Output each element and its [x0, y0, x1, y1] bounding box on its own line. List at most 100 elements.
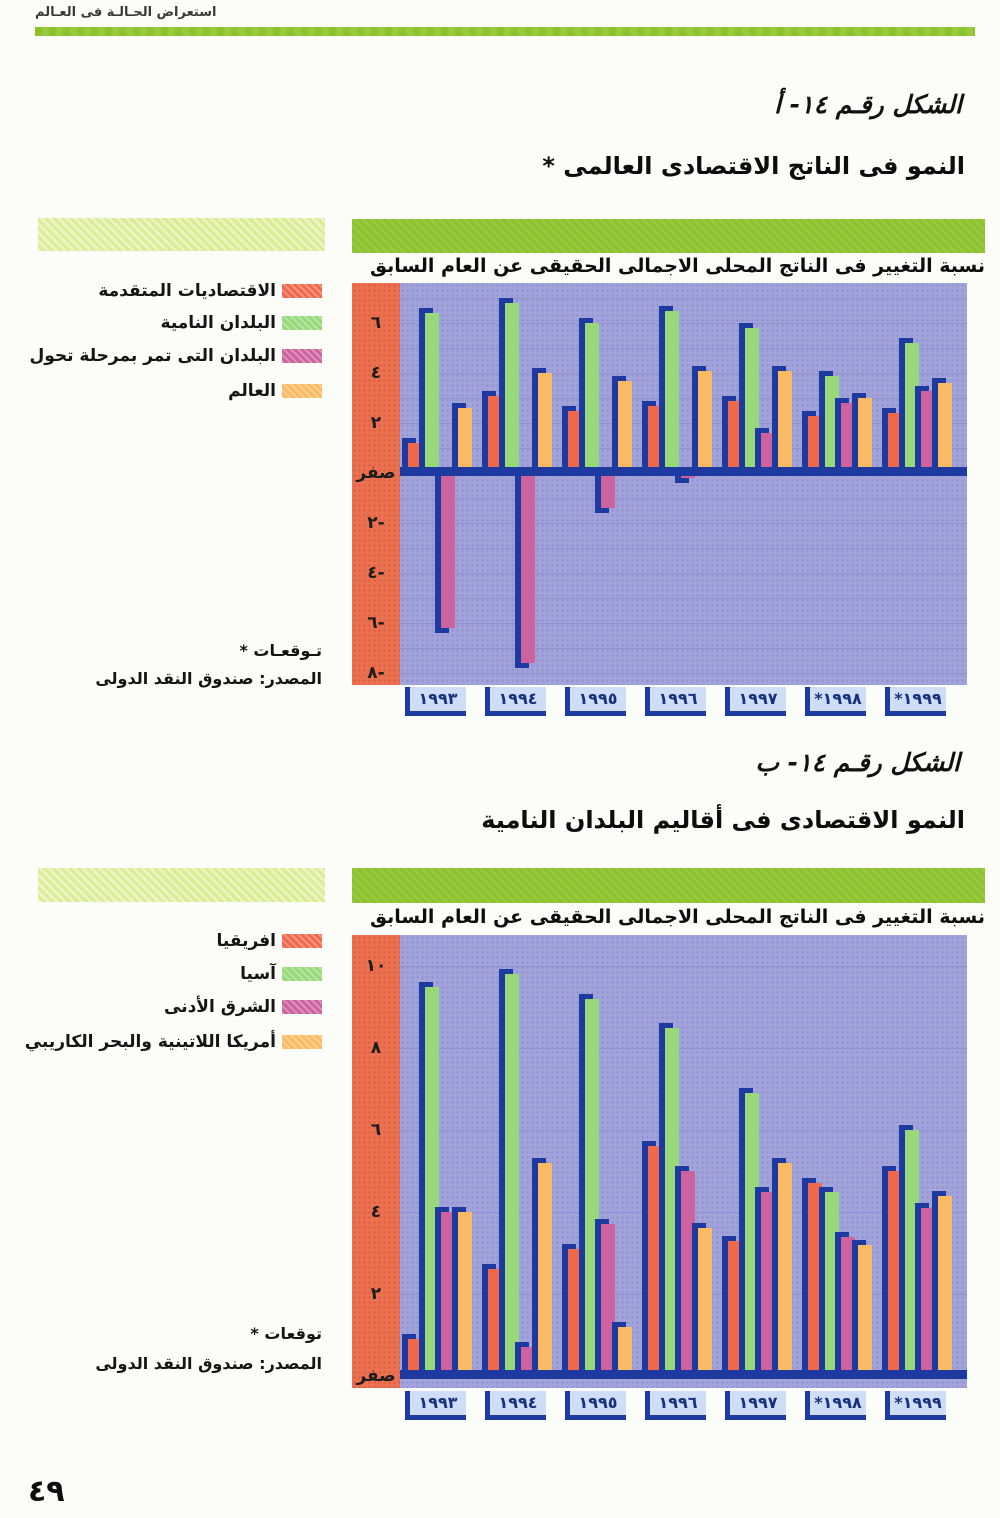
y-tick-label: ٦ — [370, 1120, 382, 1140]
bar-3-2 — [617, 1326, 632, 1376]
plot-area — [400, 283, 967, 685]
y-axis-strip: ٦ ٤ ٢ صفر ٢- ٤- ٦- ٨- — [352, 283, 400, 685]
legend-b-swatch-africa — [282, 934, 322, 948]
legend-b-label-africa: افريقيا — [216, 931, 276, 951]
x-axis-label: *١٩٩٩ — [885, 687, 946, 716]
y-tick-label: ١٠ — [365, 956, 387, 976]
bar-2-2 — [601, 473, 615, 508]
figure-a-title: النمو فى الناتج الاقتصادى العالمى * — [542, 152, 965, 180]
gridline — [400, 966, 967, 967]
figure-a-chart: ٦ ٤ ٢ صفر ٢- ٤- ٦- ٨- ١٩٩٣ ١٩٩٤ ١٩٩٥ ١٩٩٦ ١٩٩٧ *١٩٩٨ *… — [352, 283, 985, 731]
gridline — [400, 323, 967, 324]
bar-3-0 — [457, 408, 472, 473]
x-axis-label: ١٩٩٣ — [405, 687, 466, 716]
header-rule — [35, 27, 975, 36]
y-tick-label: ٢ — [370, 413, 382, 433]
figure-b-chart: ١٠ ٨ ٦ ٤ ٢ صفر ١٩٩٣ ١٩٩٤ ١٩٩٥ ١٩٩٦ ١٩٩٧ *١٩٩٨ *١٩٩٩ — [352, 935, 985, 1430]
legend-a-label-transition: البلدان التى تمر بمرحلة تحول — [29, 346, 276, 366]
bar-3-3 — [697, 370, 712, 473]
y-tick-label: ٦ — [370, 313, 382, 333]
legend-b-label-near-east: الشرق الأدنى — [164, 997, 276, 1017]
bar-3-6 — [937, 1195, 952, 1376]
x-axis-label: ١٩٩٤ — [485, 1391, 546, 1420]
legend-b-label-asia: آسيا — [240, 964, 276, 984]
legend-a-swatch-transition — [282, 349, 322, 363]
gridline — [400, 298, 967, 299]
figure-b-source: المصدر: صندوق النقد الدولى — [95, 1354, 322, 1373]
gridline — [400, 398, 967, 399]
figure-b-left-band — [38, 868, 325, 902]
x-axis-label: ١٩٩٧ — [725, 1391, 786, 1420]
bar-1-2 — [584, 323, 599, 473]
legend-b-swatch-asia — [282, 967, 322, 981]
gridline — [400, 423, 967, 424]
y-tick-label: ٨- — [367, 663, 385, 683]
gridline — [400, 573, 967, 574]
figure-b-caption: الشكل رقـم ١٤- ب — [755, 748, 960, 777]
gridline — [400, 598, 967, 599]
gridline — [400, 623, 967, 624]
gridline — [400, 448, 967, 449]
bar-3-6 — [937, 383, 952, 473]
x-axis-label: ١٩٩٦ — [645, 1391, 706, 1420]
bar-3-1 — [537, 373, 552, 473]
figure-b-title: النمو الاقتصادى فى أقاليم البلدان النامي… — [481, 806, 965, 834]
bar-2-1 — [521, 473, 535, 663]
y-tick-label: ٢ — [370, 1284, 382, 1304]
legend-a-label-developing: البلدان النامية — [160, 313, 276, 333]
x-axis-label: ١٩٩٣ — [405, 1391, 466, 1420]
figure-a-title-band — [352, 219, 985, 253]
bar-1-3 — [664, 310, 679, 473]
legend-a-label-advanced: الاقتصاديات المتقدمة — [98, 281, 276, 301]
legend-b-label-latin-america: أمريكا اللاتينية والبحر الكاريبي — [24, 1032, 276, 1052]
x-axis-label: *١٩٩٩ — [885, 1391, 946, 1420]
figure-a-source: المصدر: صندوق النقد الدولى — [95, 669, 322, 688]
bar-1-1 — [504, 303, 519, 473]
figure-b-chart-subtitle: نسبة التغيير فى الناتج المحلى الاجمالى ا… — [370, 906, 985, 928]
x-axis-label: ١٩٩٥ — [565, 1391, 626, 1420]
figure-a-left-band — [38, 218, 325, 251]
gridline — [400, 523, 967, 524]
zero-baseline — [400, 467, 967, 476]
x-axis-label: ١٩٩٤ — [485, 687, 546, 716]
legend-a-swatch-world — [282, 384, 322, 398]
bar-3-4 — [777, 370, 792, 473]
bar-3-0 — [457, 1212, 472, 1376]
bar-shadow — [675, 473, 689, 483]
gridline — [400, 548, 967, 549]
gridline — [400, 498, 967, 499]
bar-3-1 — [537, 1162, 552, 1376]
x-axis-label: ١٩٩٦ — [645, 687, 706, 716]
gridline — [400, 348, 967, 349]
y-tick-label: ٦- — [367, 613, 385, 633]
x-axis-label: ١٩٩٧ — [725, 687, 786, 716]
figure-b-footnote: * توقعات — [250, 1324, 322, 1343]
legend-a-swatch-developing — [282, 316, 322, 330]
y-tick-label: ٨ — [370, 1038, 382, 1058]
legend-b-swatch-near-east — [282, 1000, 322, 1014]
gridline — [400, 373, 967, 374]
plot-area — [400, 935, 967, 1388]
figure-a-caption: الشكل رقـم ١٤- أ — [774, 90, 962, 119]
gridline — [400, 673, 967, 674]
y-tick-label: ٤- — [367, 563, 385, 583]
bar-2-0 — [441, 473, 455, 628]
legend-a-swatch-advanced — [282, 284, 322, 298]
x-axis-label: *١٩٩٨ — [805, 687, 866, 716]
zero-baseline — [400, 1370, 967, 1379]
gridline — [400, 1048, 967, 1049]
x-axis-label: ١٩٩٥ — [565, 687, 626, 716]
gridline — [400, 1130, 967, 1131]
legend-a-label-world: العالم — [228, 381, 276, 401]
figure-a-chart-subtitle: نسبة التغيير فى الناتج المحلى الاجمالى ا… — [370, 255, 985, 277]
y-tick-label: ٤ — [370, 1202, 382, 1222]
gridline — [400, 648, 967, 649]
y-axis-strip: ١٠ ٨ ٦ ٤ ٢ صفر — [352, 935, 400, 1388]
bar-3-2 — [617, 380, 632, 473]
y-tick-label: صفر — [356, 463, 396, 483]
bar-3-5 — [857, 398, 872, 473]
x-axis-label: *١٩٩٨ — [805, 1391, 866, 1420]
bar-3-5 — [857, 1244, 872, 1376]
y-tick-label: ٤ — [370, 363, 382, 383]
